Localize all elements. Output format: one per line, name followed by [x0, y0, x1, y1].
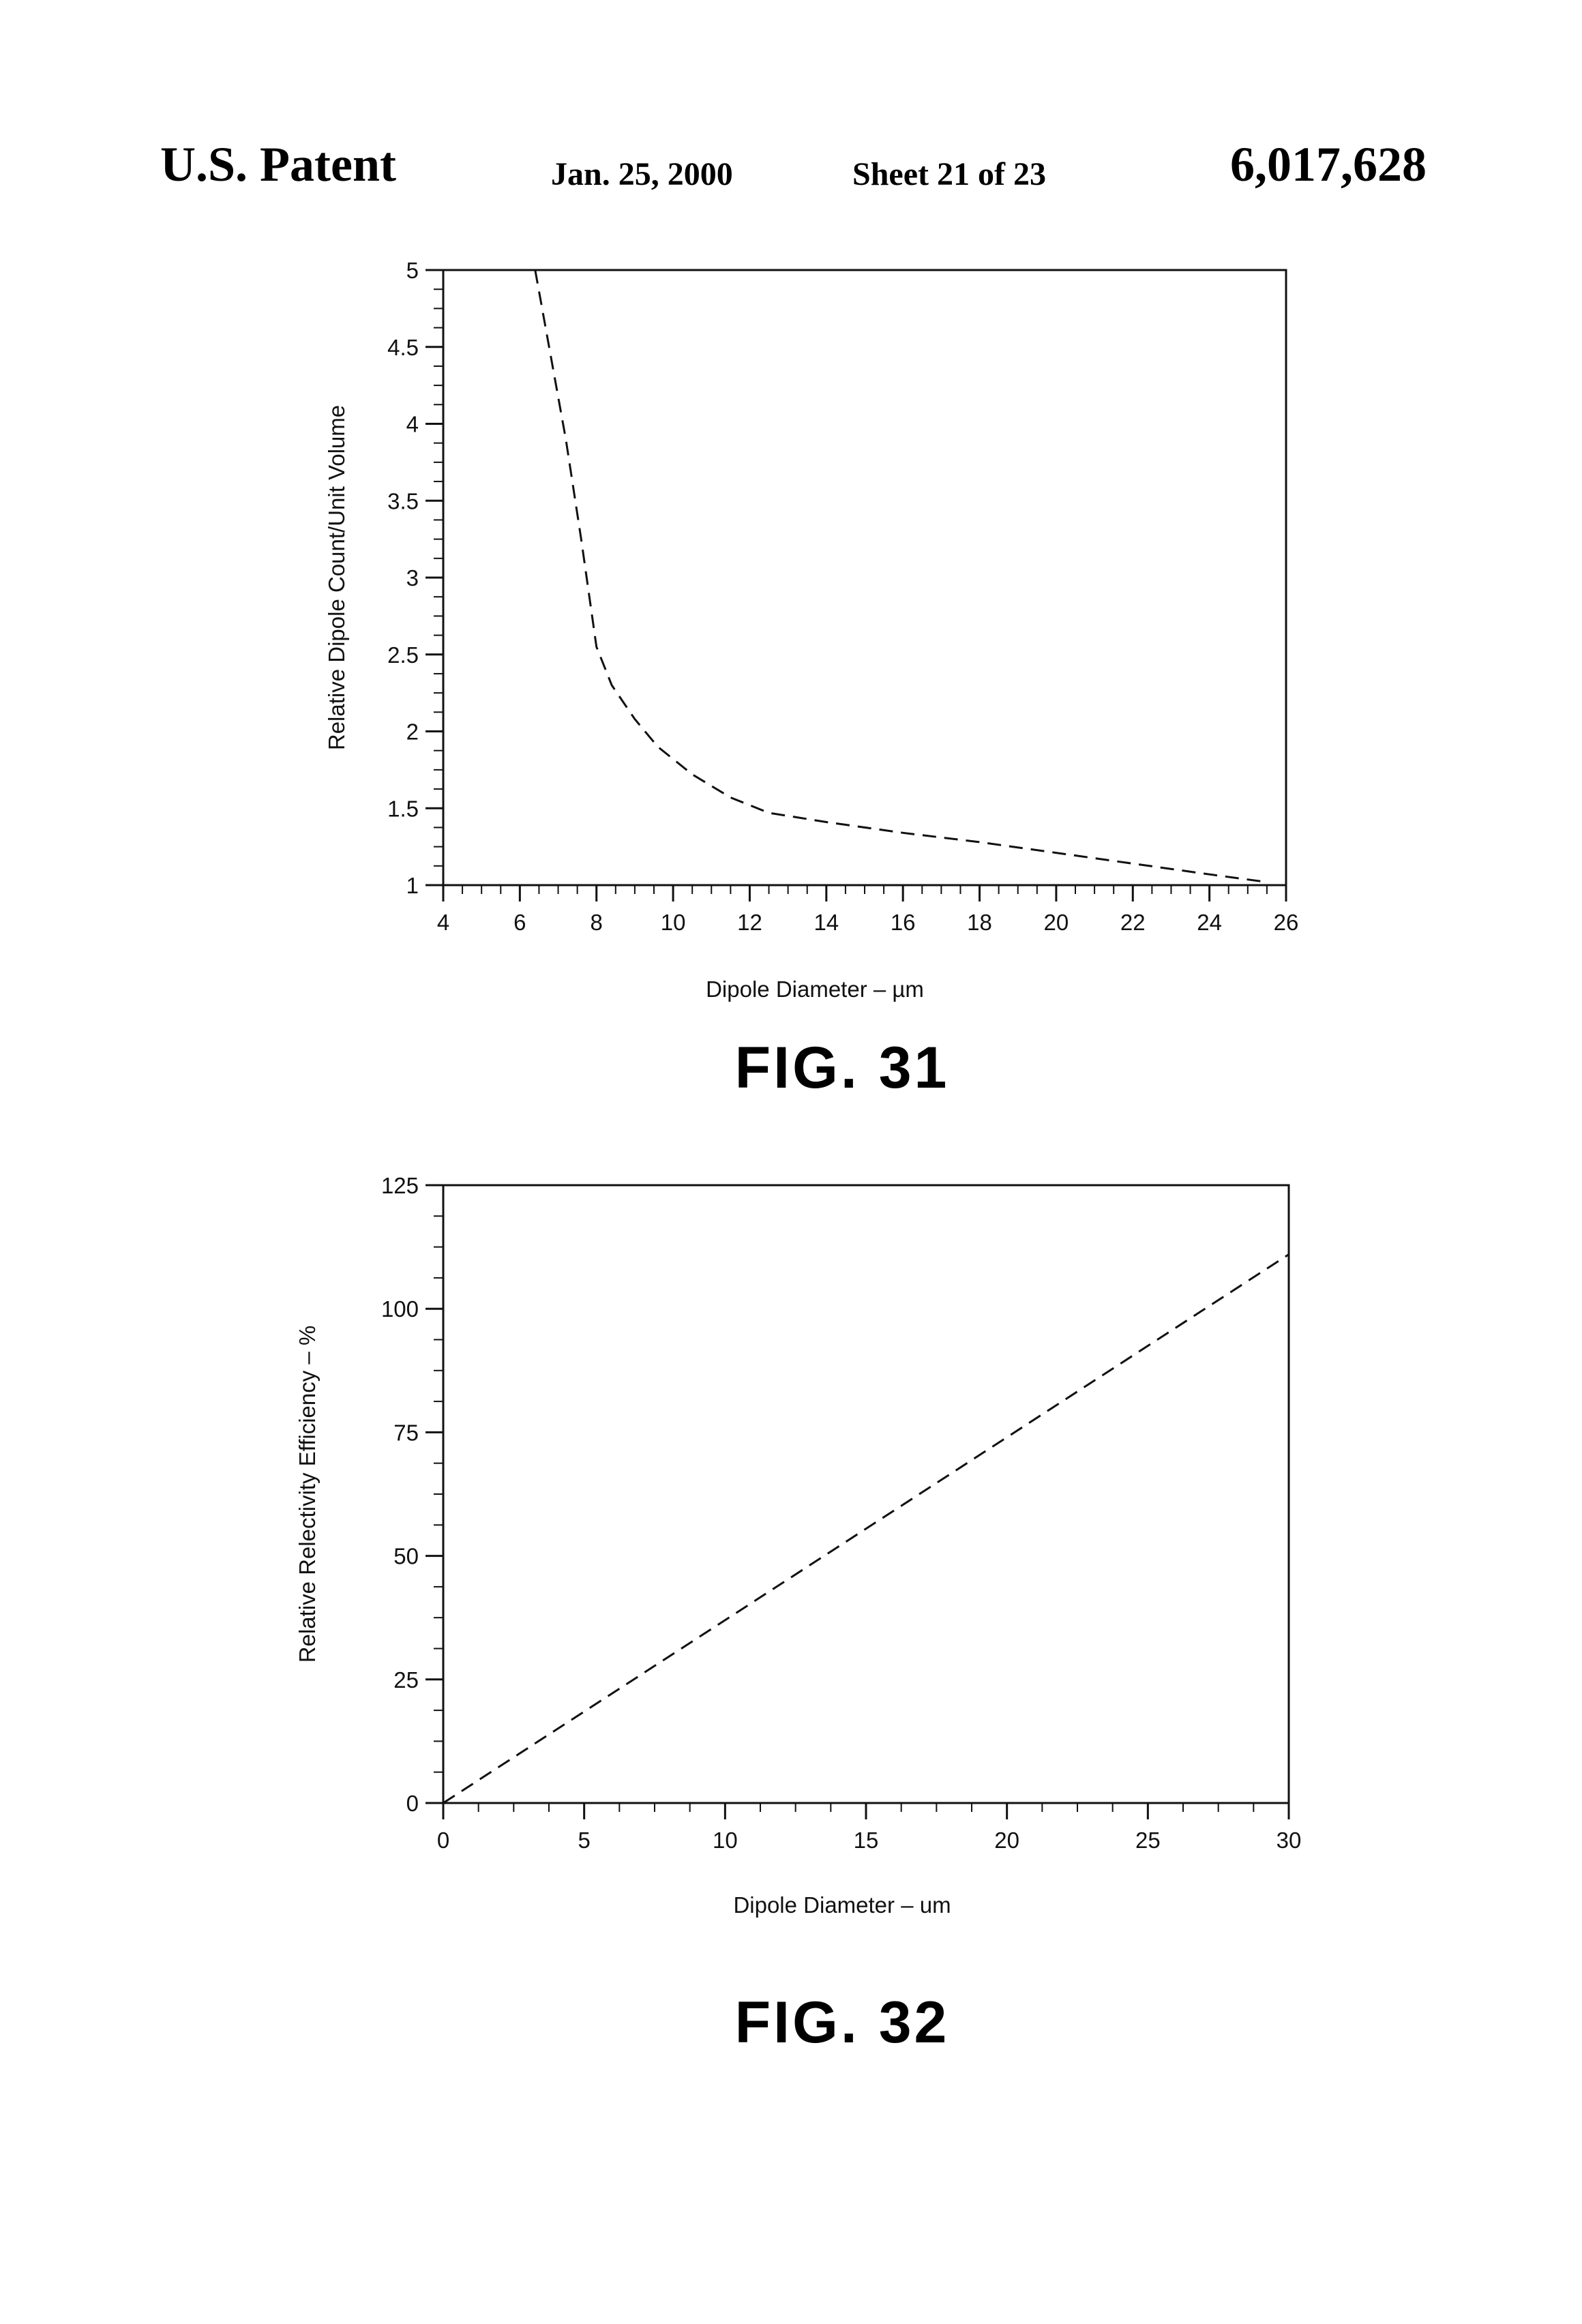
y-tick-label: 25 [393, 1667, 419, 1693]
y-tick-label: 125 [381, 1173, 419, 1198]
y-tick-label: 4 [406, 412, 419, 437]
figure-label-fig32: FIG. 32 [735, 1990, 950, 2055]
axes-fig31 [426, 270, 1286, 902]
x-axis-title-fig31: Dipole Diameter – µm [706, 977, 924, 1002]
data-line-fig31 [535, 270, 1267, 882]
y-axis-title-fig32: Relative Relectivity Efficiency – % [295, 1326, 320, 1663]
x-tick-label: 26 [1274, 910, 1299, 935]
x-axis-title-fig32: Dipole Diameter – um [733, 1892, 951, 1918]
x-tick-label: 10 [661, 910, 686, 935]
x-tick-label: 12 [737, 910, 762, 935]
y-tick-label: 1.5 [387, 796, 419, 821]
y-tick-label: 3.5 [387, 488, 419, 513]
x-tick-label: 6 [513, 910, 526, 935]
x-tick-label: 15 [854, 1828, 879, 1853]
figure-31: 4 6 8 10 12 14 16 18 20 22 24 26 1 1.5 2 2.5 3 3.5 4 4.5 5 R… [324, 258, 1298, 1101]
y-tick-label: 0 [406, 1791, 419, 1816]
x-tick-label: 22 [1120, 910, 1146, 935]
y-tick-label: 4.5 [387, 335, 419, 360]
y-tick-label: 3 [406, 565, 419, 591]
data-line-fig32 [443, 1255, 1289, 1804]
y-tick-label: 2.5 [387, 642, 419, 668]
tick-labels-fig32: 0 5 10 15 20 25 30 0 25 50 75 100 125 [381, 1173, 1301, 1853]
figure-label-fig31: FIG. 31 [735, 1035, 950, 1101]
y-tick-label: 50 [393, 1544, 419, 1569]
x-tick-label: 14 [814, 910, 839, 935]
y-axis-title-fig31: Relative Dipole Count/Unit Volume [324, 405, 349, 750]
y-tick-label: 5 [406, 258, 419, 283]
x-tick-label: 30 [1277, 1828, 1302, 1853]
x-tick-label: 0 [437, 1828, 449, 1853]
x-tick-label: 24 [1197, 910, 1222, 935]
x-tick-label: 5 [578, 1828, 590, 1853]
x-tick-label: 20 [1044, 910, 1069, 935]
x-tick-label: 8 [591, 910, 603, 935]
y-tick-label: 2 [406, 719, 419, 745]
x-tick-label: 18 [967, 910, 992, 935]
y-tick-label: 1 [406, 873, 419, 898]
y-tick-label: 75 [393, 1420, 419, 1445]
x-tick-label: 25 [1135, 1828, 1161, 1853]
x-tick-label: 20 [994, 1828, 1019, 1853]
x-tick-label: 10 [713, 1828, 738, 1853]
x-tick-label: 4 [437, 910, 449, 935]
plot-frame-fig32 [443, 1185, 1289, 1803]
tick-labels-fig31: 4 6 8 10 12 14 16 18 20 22 24 26 1 1.5 2 2.5 3 3.5 4 4.5 5 [387, 258, 1298, 935]
x-tick-label: 16 [891, 910, 916, 935]
axes-fig32 [426, 1185, 1289, 1819]
y-tick-label: 100 [381, 1296, 419, 1322]
plot-frame-fig31 [443, 270, 1286, 885]
figure-32: 0 5 10 15 20 25 30 0 25 50 75 100 125 Relative Relec… [295, 1173, 1301, 2055]
